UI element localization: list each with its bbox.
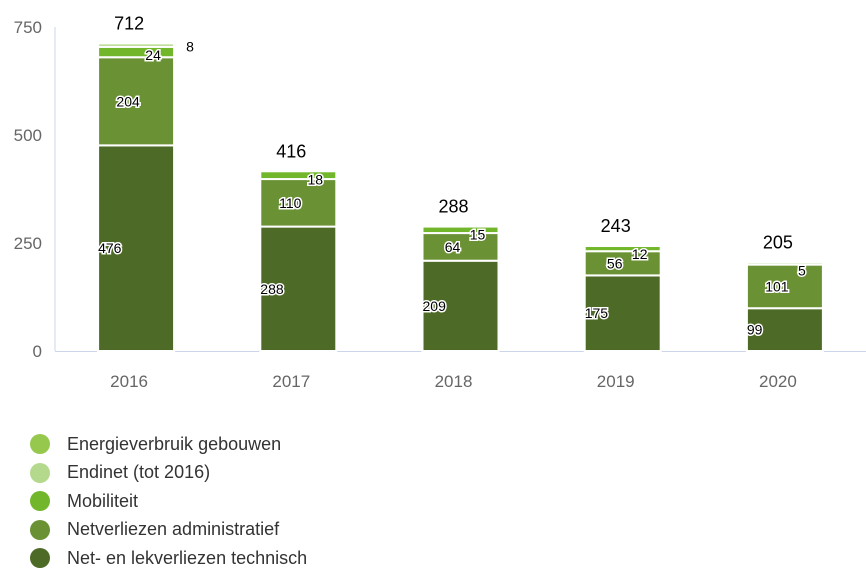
data-label: 99 <box>747 322 763 338</box>
data-label: 8 <box>186 38 194 54</box>
legend-swatch <box>30 519 50 540</box>
data-label: 204 <box>116 93 140 109</box>
total-label: 243 <box>601 216 631 236</box>
x-tick-label: 2019 <box>597 372 635 391</box>
data-label: 24 <box>145 47 161 63</box>
x-tick-label: 2017 <box>272 372 310 391</box>
data-label: 56 <box>607 255 623 271</box>
bar-segment[interactable] <box>421 225 500 235</box>
legend-label: Energieverbruik gebouwen <box>67 433 282 454</box>
y-tick-label: 0 <box>33 342 42 361</box>
bar-segment[interactable] <box>745 307 824 352</box>
bar-segment[interactable] <box>745 261 824 266</box>
data-label: 288 <box>260 281 284 297</box>
y-tick-label: 250 <box>14 234 42 253</box>
y-tick-label: 500 <box>14 126 42 145</box>
legend-item-mobiliteit[interactable]: Mobiliteit <box>30 487 307 516</box>
legend-item-energieverbruik-gebouwen[interactable]: Energieverbruik gebouwen <box>30 430 307 459</box>
bar-segment[interactable] <box>259 225 338 352</box>
total-label: 205 <box>763 232 793 252</box>
bar-segment[interactable] <box>259 178 338 228</box>
bar-segment[interactable] <box>97 42 176 48</box>
bar-segment[interactable] <box>97 45 176 59</box>
legend-swatch <box>30 491 50 512</box>
legend-label: Endinet (tot 2016) <box>67 462 211 483</box>
legend-item-netverliezen-administratief[interactable]: Netverliezen administratief <box>30 516 307 545</box>
data-label: 64 <box>445 239 461 255</box>
bar-segment[interactable] <box>583 250 662 277</box>
legend-swatch <box>30 462 50 483</box>
legend-label: Net- en lekverliezen technisch <box>67 547 308 568</box>
x-tick-label: 2016 <box>110 372 148 391</box>
y-tick-label: 750 <box>14 18 42 37</box>
data-label: 476 <box>98 240 122 256</box>
legend-swatch <box>30 548 50 569</box>
legend-item-net-en-lekverliezen-technisch[interactable]: Net- en lekverliezen technisch <box>30 544 307 573</box>
x-tick-label: 2018 <box>435 372 473 391</box>
legend-label: Netverliezen administratief <box>67 519 280 540</box>
legend-swatch <box>30 434 50 455</box>
x-tick-label: 2020 <box>759 372 797 391</box>
legend-label: Mobiliteit <box>67 490 139 511</box>
data-label: 110 <box>279 195 302 211</box>
legend-item-endinet[interactable]: Endinet (tot 2016) <box>30 459 307 488</box>
bar-segment[interactable] <box>259 170 338 181</box>
bar-segment[interactable] <box>583 245 662 253</box>
data-label: 5 <box>798 262 806 278</box>
bar-segment[interactable] <box>745 263 824 310</box>
chart-legend: Energieverbruik gebouwen Endinet (tot 20… <box>30 430 307 573</box>
total-label: 712 <box>114 13 144 33</box>
data-label: 18 <box>308 171 324 187</box>
bar-segment[interactable] <box>421 232 500 262</box>
data-label: 209 <box>423 298 447 314</box>
data-label: 15 <box>470 227 486 243</box>
total-label: 288 <box>438 197 468 217</box>
data-label: 101 <box>765 278 789 294</box>
data-label: 12 <box>632 246 648 262</box>
data-label: 175 <box>585 305 609 321</box>
total-label: 416 <box>276 141 306 161</box>
bar-segment[interactable] <box>97 144 176 352</box>
bar-segment[interactable] <box>583 274 662 352</box>
